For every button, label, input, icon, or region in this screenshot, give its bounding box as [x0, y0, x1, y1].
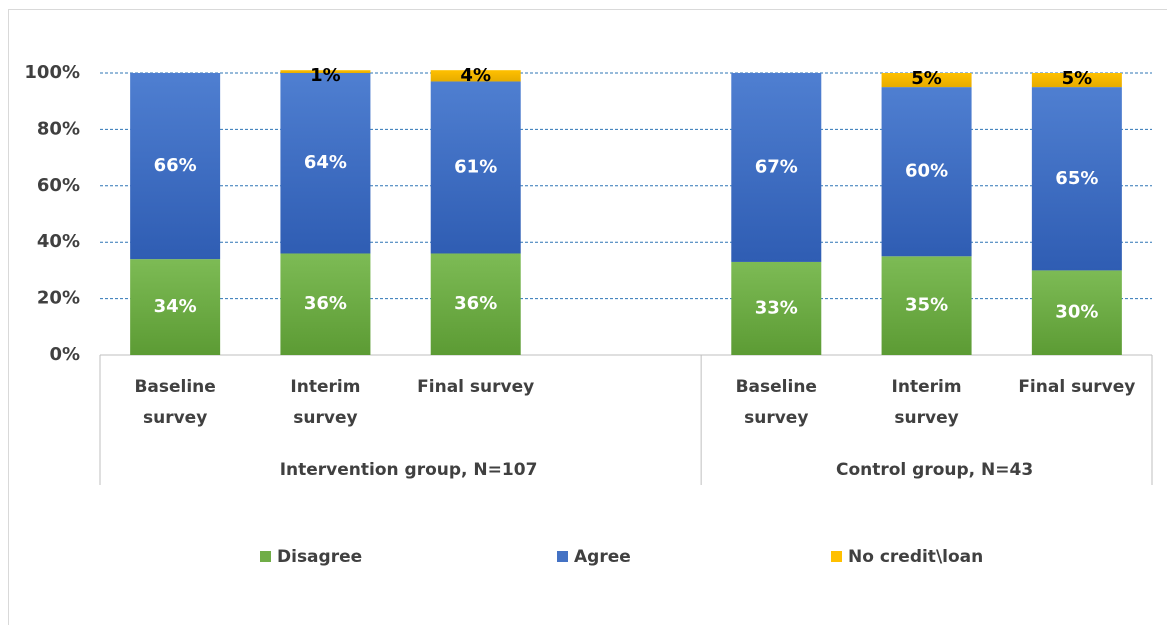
x-tick-label: Interim survey [891, 377, 962, 428]
data-label: 61% [454, 156, 497, 177]
data-label: 67% [755, 156, 798, 177]
y-tick-label: 20% [37, 288, 80, 309]
legend-swatch [831, 551, 842, 562]
x-tick-label: Final survey [417, 377, 535, 397]
data-label: 5% [911, 68, 942, 89]
bar-segment [280, 70, 371, 73]
bar-segment [881, 73, 972, 88]
data-label: 64% [304, 152, 347, 173]
y-tick-label: 40% [37, 231, 80, 252]
data-label: 34% [154, 296, 197, 317]
data-label: 33% [755, 297, 798, 318]
bar-segment [731, 73, 822, 262]
data-label: 36% [304, 293, 347, 314]
bar-segment [1031, 73, 1122, 88]
y-tick-label: 60% [37, 175, 80, 196]
x-tick-label: Interim survey [290, 377, 361, 428]
bar-segment [430, 70, 521, 82]
bar-segment [130, 73, 221, 260]
data-label: 36% [454, 293, 497, 314]
group-label: Intervention group, N=107 [280, 460, 538, 480]
bar-segment [280, 253, 371, 355]
x-tick-label: Baseline survey [134, 377, 216, 428]
x-tick-label: Final survey [1018, 377, 1136, 397]
group-label: Control group, N=43 [836, 460, 1033, 480]
y-tick-label: 100% [24, 62, 80, 83]
chart-frame [8, 9, 1167, 625]
bar-segment [881, 87, 972, 257]
legend-label: Disagree [277, 547, 362, 567]
bar-segment [430, 253, 521, 355]
legend-swatch [260, 551, 271, 562]
data-label: 4% [460, 65, 491, 86]
data-label: 65% [1055, 168, 1098, 189]
legend-swatch [557, 551, 568, 562]
bar-segment [280, 73, 371, 254]
y-tick-label: 80% [37, 118, 80, 139]
y-tick-label: 0% [49, 344, 80, 365]
bar-segment [1031, 87, 1122, 271]
data-label: 66% [154, 155, 197, 176]
bar-segment [731, 261, 822, 355]
legend-label: Agree [574, 547, 631, 567]
legend-label: No credit\loan [848, 547, 983, 567]
bar-segment [1031, 270, 1122, 355]
data-label: 35% [905, 295, 948, 316]
bar-segment [430, 81, 521, 254]
data-label: 1% [310, 65, 341, 86]
data-label: 5% [1062, 68, 1093, 89]
bar-segment [130, 259, 221, 355]
x-tick-label: Baseline survey [735, 377, 817, 428]
bar-segment [881, 256, 972, 355]
data-label: 60% [905, 161, 948, 182]
data-label: 30% [1055, 302, 1098, 323]
